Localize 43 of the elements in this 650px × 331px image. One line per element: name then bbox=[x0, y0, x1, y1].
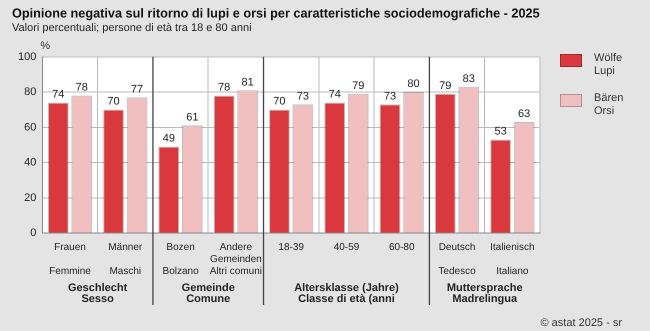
y-tick-label: 60 bbox=[24, 121, 36, 134]
data-label: 61 bbox=[186, 112, 198, 124]
text: © astat 2025 - sr bbox=[540, 317, 622, 329]
data-label: 49 bbox=[162, 132, 175, 145]
chart-title: Opinione negativa sul ritorno di lupi e orsi per caratteristiche sociodemografiche - 2025 bbox=[12, 5, 540, 20]
text: Altersklasse (Jahre) Classe di età (anni bbox=[294, 282, 400, 305]
data-label: 79 bbox=[439, 80, 452, 92]
data-label: 73 bbox=[296, 90, 310, 102]
legend-label: Bären Orsi bbox=[594, 92, 624, 118]
data-label: 73 bbox=[384, 90, 396, 102]
data-label: 70 bbox=[273, 96, 286, 108]
category-label: Italienisch Italiano bbox=[490, 242, 535, 277]
y-axis-title: % bbox=[40, 40, 50, 52]
category-label: Frauen Femmine bbox=[49, 242, 91, 277]
data-label: 78 bbox=[76, 82, 88, 94]
x-tick-label: 18-39 bbox=[278, 242, 304, 253]
x-tick-label: 40-59 bbox=[334, 242, 360, 253]
data-label: 81 bbox=[242, 76, 254, 88]
data-label: 78 bbox=[218, 82, 230, 94]
y-tick-label: 0 bbox=[30, 227, 36, 240]
y-tick-label: 100 bbox=[18, 50, 36, 63]
chart-subtitle: Valori percentuali; persone di età tra 18 e 80 anni bbox=[12, 22, 252, 34]
data-label: 83 bbox=[462, 72, 475, 85]
text: Muttersprache Madrelingua bbox=[446, 282, 523, 305]
legend-label: Wölfe Lupi bbox=[594, 52, 622, 78]
y-tick-label: 80 bbox=[24, 86, 36, 98]
x-tick-label: 60-80 bbox=[388, 242, 415, 253]
data-label: 70 bbox=[107, 96, 120, 108]
data-label: 74 bbox=[52, 88, 64, 101]
text: Gemeinde Comune bbox=[182, 282, 235, 305]
category-label: Männer Maschi bbox=[108, 242, 142, 277]
y-tick-label: 40 bbox=[24, 156, 36, 169]
data-label: 79 bbox=[352, 80, 364, 92]
text: Geschlecht Sesso bbox=[68, 282, 128, 305]
y-tick-label: 20 bbox=[24, 192, 36, 204]
x-tick-label: Andere Gemeinden Altri comuni bbox=[210, 242, 262, 277]
category-label: Deutsch Tedesco bbox=[438, 242, 476, 277]
category-label: Bozen Bolzano bbox=[162, 242, 199, 277]
data-label: 53 bbox=[494, 126, 507, 138]
data-label: 63 bbox=[518, 108, 530, 120]
data-label: 77 bbox=[130, 83, 144, 96]
data-label: 74 bbox=[328, 88, 341, 101]
data-label: 80 bbox=[407, 78, 420, 90]
